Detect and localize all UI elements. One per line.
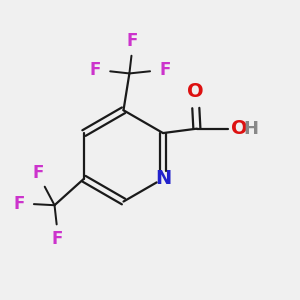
Text: O: O	[187, 82, 204, 101]
Text: N: N	[155, 169, 171, 188]
Text: H: H	[243, 120, 258, 138]
Text: F: F	[159, 61, 170, 80]
Text: O: O	[231, 119, 248, 138]
Text: F: F	[33, 164, 44, 182]
Text: F: F	[90, 61, 101, 80]
Text: F: F	[14, 195, 25, 213]
Text: F: F	[127, 32, 138, 50]
Text: F: F	[52, 230, 63, 248]
